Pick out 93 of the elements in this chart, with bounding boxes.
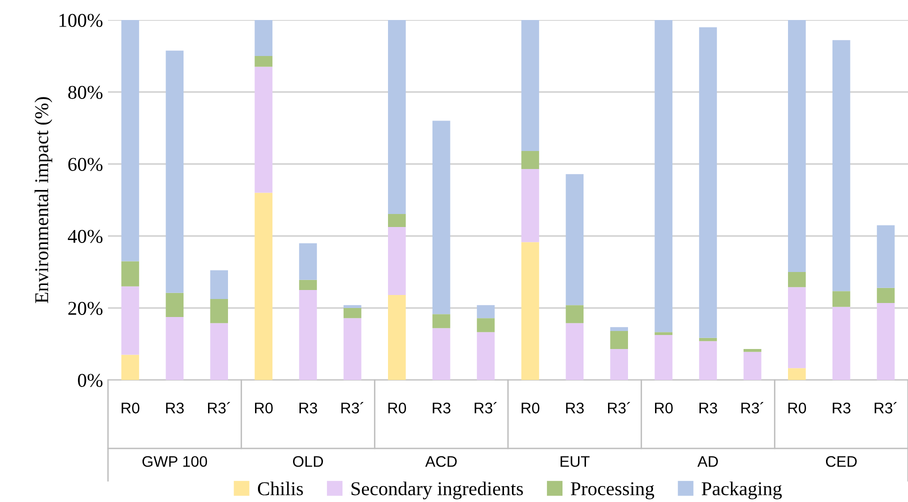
bar [521, 20, 540, 152]
bar [299, 280, 317, 290]
x-tick-label: R0 [122, 402, 140, 414]
bar [699, 338, 717, 342]
y-tick-label: 80% [68, 86, 102, 99]
x-tick-label: R3 [432, 402, 450, 414]
bar [388, 295, 406, 380]
bar [254, 56, 272, 67]
bar [476, 305, 495, 318]
text: ACD [425, 456, 457, 467]
legend-label: Chilis [258, 482, 303, 496]
text: CED [826, 456, 857, 467]
bar [432, 314, 450, 328]
bar [121, 20, 140, 262]
bar [254, 20, 272, 56]
x-tick-label: R3´ [208, 402, 230, 414]
legend-label: Packaging [702, 482, 782, 500]
bar [832, 40, 850, 292]
x-tick-label: R0 [788, 402, 806, 414]
y-axis-title: Environmental impact (%) [34, 97, 52, 304]
y-tick-label: 20% [68, 302, 102, 315]
x-tick-label: R3´ [741, 402, 764, 414]
x-tick-label: R0 [655, 402, 673, 414]
bar [744, 352, 762, 380]
bar [566, 174, 584, 306]
bar [654, 332, 672, 335]
x-tick-label: R3´ [341, 402, 364, 414]
bar [432, 328, 450, 380]
bar [521, 151, 540, 170]
bar [121, 261, 140, 286]
bar [210, 323, 228, 380]
bar [566, 305, 584, 324]
bar [654, 20, 672, 332]
bar [566, 323, 584, 380]
bar [121, 286, 140, 355]
text: OLD [293, 456, 323, 467]
bar [166, 50, 184, 293]
bar [210, 270, 228, 299]
text: AD [697, 456, 718, 467]
y-tick-label: 100% [59, 14, 102, 27]
bar [344, 318, 362, 380]
x-tick-label: R0 [522, 402, 540, 414]
bar [699, 341, 717, 380]
x-tick-label: R3 [566, 402, 584, 414]
bar [121, 354, 140, 380]
bar [210, 299, 228, 324]
bar [388, 20, 406, 214]
x-tick-label: R0 [388, 402, 406, 414]
bar [166, 317, 184, 380]
bar [476, 318, 495, 332]
bar [432, 120, 450, 314]
legend-label: Processing [570, 482, 654, 500]
legend-label: Secondary ingredients [352, 482, 523, 500]
bar [654, 335, 672, 380]
bar [876, 288, 895, 303]
bar [744, 349, 762, 352]
bar [699, 27, 717, 338]
bar [832, 306, 850, 380]
bar [610, 331, 628, 350]
x-tick-label: R3´ [474, 402, 497, 414]
bar [521, 169, 540, 242]
x-tick-label: R3 [832, 402, 850, 414]
x-tick-label: R0 [255, 402, 273, 414]
y-tick-label: 60% [68, 158, 102, 171]
bar [254, 192, 272, 380]
bar [788, 287, 806, 368]
x-tick-label: R3 [699, 402, 718, 414]
x-tick-label: R3 [299, 402, 318, 414]
bar [610, 327, 628, 332]
bar [299, 243, 317, 280]
bar [788, 272, 806, 288]
bar [166, 292, 184, 317]
bar [254, 66, 272, 193]
bar [788, 368, 806, 380]
bar [610, 349, 628, 380]
text: EUT [560, 456, 590, 467]
bar [476, 332, 495, 380]
bar [876, 302, 895, 380]
bar [344, 308, 362, 318]
bar [344, 305, 362, 308]
bar [388, 227, 406, 296]
bar [299, 290, 317, 380]
bar [832, 291, 850, 307]
x-tick-label: R3´ [608, 402, 630, 414]
y-tick-label: 40% [68, 230, 102, 243]
bar [388, 214, 406, 227]
bar [788, 20, 806, 272]
y-tick-label: 0% [78, 374, 102, 387]
x-tick-label: R3 [166, 402, 184, 414]
x-tick-label: R3´ [874, 402, 897, 414]
bar [521, 242, 540, 380]
bar [876, 225, 895, 288]
text: GWP 100 [142, 456, 208, 467]
